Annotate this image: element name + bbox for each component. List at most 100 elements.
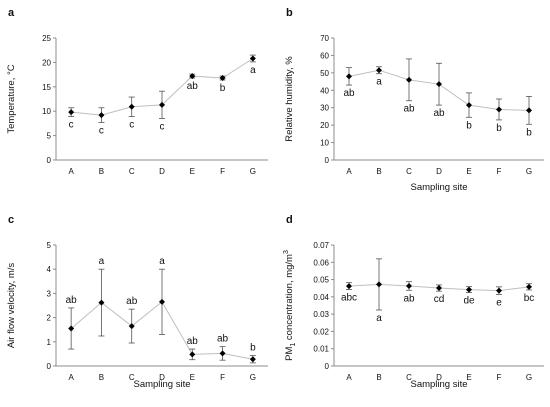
data-point-marker: [346, 283, 352, 290]
y-tick-label: 20: [320, 121, 329, 130]
x-tick-label: C: [129, 167, 135, 176]
y-axis-title: Air flow velocity, m/s: [6, 263, 17, 349]
significance-label: ab: [187, 81, 199, 92]
significance-label: a: [159, 256, 165, 267]
x-axis-title: Sampling site: [410, 379, 467, 390]
data-point-marker: [98, 299, 105, 306]
x-tick-label: E: [190, 167, 195, 176]
x-tick-label: F: [497, 373, 502, 382]
significance-label: b: [466, 120, 472, 131]
x-tick-label: A: [346, 167, 352, 176]
y-tick-label: 0.03: [313, 310, 329, 319]
panel-letter: b: [286, 7, 293, 19]
y-tick-label: 0.04: [313, 293, 329, 302]
y-axis-title: Temperature, °C: [6, 64, 17, 133]
data-point-marker: [466, 286, 472, 293]
significance-label: b: [526, 127, 532, 138]
y-axis-title-part: 1: [290, 343, 297, 347]
x-tick-label: A: [68, 167, 74, 176]
significance-label: ab: [403, 293, 415, 304]
significance-label: bc: [524, 293, 535, 304]
x-tick-label: F: [497, 167, 502, 176]
significance-label: de: [463, 296, 475, 307]
x-tick-label: G: [250, 373, 256, 382]
x-axis-title: Sampling site: [133, 379, 190, 390]
significance-label: ab: [217, 334, 229, 345]
x-tick-label: D: [159, 373, 165, 382]
x-tick-label: G: [250, 167, 256, 176]
x-tick-label: G: [526, 373, 532, 382]
y-tick-label: 30: [320, 104, 329, 113]
y-tick-label: 10: [320, 139, 329, 148]
y-tick-label: 0.05: [313, 276, 329, 285]
significance-label: ab: [66, 295, 78, 306]
data-point-marker: [98, 112, 105, 119]
significance-label: abc: [341, 293, 357, 304]
data-point-marker: [219, 350, 226, 357]
x-tick-label: C: [406, 167, 412, 176]
significance-label: a: [376, 77, 382, 88]
y-tick-label: 0: [325, 156, 330, 165]
y-tick-label: 2: [47, 314, 52, 323]
y-tick-label: 10: [42, 107, 51, 116]
y-tick-label: 0.01: [313, 345, 329, 354]
data-point-marker: [159, 298, 165, 305]
y-tick-label: 0.02: [313, 327, 329, 336]
data-point-marker: [376, 281, 382, 288]
significance-label: c: [129, 120, 134, 131]
data-point-marker: [436, 285, 442, 292]
x-tick-label: B: [99, 373, 104, 382]
x-axis-title: Sampling site: [410, 182, 467, 193]
panel-d: d 0 0.01 0.02 0.03 0.04 0.05 0.06 0.07 A B C D E F G Sam…: [283, 214, 544, 390]
y-tick-label: 15: [42, 83, 51, 92]
x-tick-label: G: [526, 167, 532, 176]
data-point-marker: [526, 107, 532, 114]
x-tick-label: E: [466, 167, 471, 176]
x-tick-label: C: [406, 373, 412, 382]
significance-label: ab: [343, 88, 355, 99]
panel-letter: a: [8, 7, 15, 19]
significance-label: c: [160, 122, 165, 133]
panel-letter: c: [8, 214, 14, 226]
data-point-marker: [68, 325, 75, 332]
y-axis-title-part: concentration, mg/m: [284, 254, 295, 343]
panel-b: b 0 10 20 30 40 50 60 70 A B C D E F G Sampling site Rela…: [284, 7, 544, 193]
y-tick-label: 0.07: [313, 241, 329, 250]
data-point-marker: [526, 283, 532, 290]
panel-c: c 0 1 2 3 4 5 A B C D E F G Sampling site Air flow velo…: [6, 214, 268, 390]
y-tick-label: 40: [320, 86, 329, 95]
significance-label: c: [69, 120, 74, 131]
y-tick-label: 5: [47, 132, 52, 141]
significance-label: b: [496, 123, 502, 134]
data-point-marker: [436, 81, 442, 88]
x-tick-label: D: [436, 373, 442, 382]
data-point-marker: [68, 109, 75, 116]
x-tick-label: F: [220, 373, 225, 382]
panel-letter: d: [286, 214, 293, 226]
significance-label: ab: [187, 336, 199, 347]
significance-label: ab: [403, 104, 415, 115]
y-tick-label: 5: [47, 241, 52, 250]
significance-label: cd: [434, 294, 445, 305]
x-tick-label: F: [220, 167, 225, 176]
data-point-marker: [249, 55, 256, 62]
significance-label: c: [99, 125, 104, 136]
y-tick-label: 50: [320, 69, 329, 78]
significance-label: e: [496, 297, 502, 308]
significance-label: a: [376, 313, 382, 324]
x-tick-label: E: [466, 373, 471, 382]
y-axis-title: PM1 concentration, mg/m3: [283, 250, 297, 361]
data-point-marker: [376, 67, 382, 74]
significance-label: ab: [433, 108, 445, 119]
data-point-marker: [128, 103, 135, 110]
x-tick-label: A: [346, 373, 352, 382]
y-tick-label: 1: [47, 338, 52, 347]
data-point-marker: [466, 102, 472, 109]
y-tick-label: 4: [47, 265, 52, 274]
data-point-marker: [406, 76, 412, 83]
significance-label: b: [220, 83, 226, 94]
x-tick-label: B: [376, 167, 381, 176]
x-tick-label: A: [68, 373, 74, 382]
